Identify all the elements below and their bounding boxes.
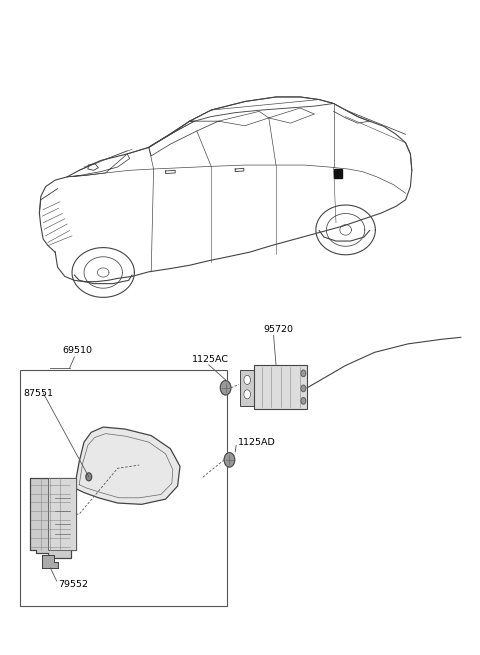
Polygon shape: [74, 427, 180, 504]
Text: 1125AD: 1125AD: [238, 438, 276, 447]
Circle shape: [86, 473, 92, 481]
Circle shape: [224, 453, 235, 467]
Circle shape: [244, 390, 251, 399]
Circle shape: [301, 370, 306, 377]
Text: 95720: 95720: [263, 325, 293, 334]
Text: 1125AC: 1125AC: [192, 354, 229, 364]
Polygon shape: [240, 370, 254, 406]
Polygon shape: [334, 169, 342, 178]
Text: 87551: 87551: [23, 388, 53, 398]
Text: 79552: 79552: [59, 580, 88, 589]
Circle shape: [220, 381, 231, 395]
Polygon shape: [42, 555, 58, 568]
Polygon shape: [254, 365, 307, 409]
Circle shape: [301, 398, 306, 404]
Text: 69510: 69510: [62, 346, 92, 355]
Circle shape: [244, 375, 251, 384]
Bar: [20, 370, 227, 606]
Circle shape: [301, 385, 306, 392]
Polygon shape: [48, 478, 76, 550]
Polygon shape: [30, 478, 76, 558]
